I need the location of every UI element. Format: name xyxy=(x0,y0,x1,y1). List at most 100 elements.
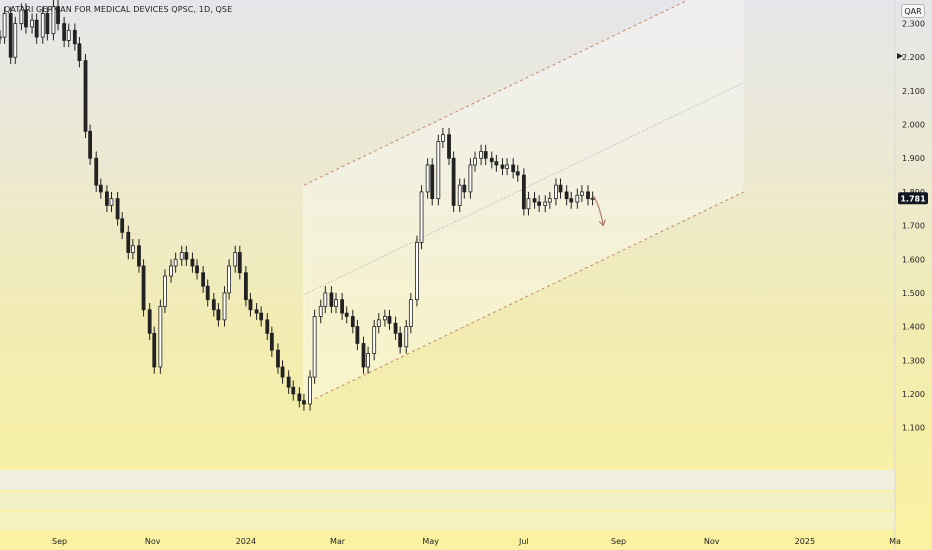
candle-body xyxy=(0,36,2,39)
lower-band-1 xyxy=(0,470,895,490)
candle-body xyxy=(190,258,195,267)
candle-body xyxy=(425,164,430,193)
candle-body xyxy=(243,272,248,301)
candle-body xyxy=(479,151,484,159)
price-series xyxy=(0,0,606,411)
candle-body xyxy=(269,332,274,351)
candle-body xyxy=(291,386,296,395)
candle-body xyxy=(280,366,285,378)
y-tick-label: 2.000 xyxy=(902,121,925,130)
candle-body xyxy=(152,332,157,368)
candle-body xyxy=(120,218,125,233)
candle-body xyxy=(8,13,13,58)
candle-body xyxy=(447,134,451,159)
candle-body xyxy=(404,326,409,348)
candle-body xyxy=(141,265,146,311)
candle-body xyxy=(376,319,381,327)
candle-body xyxy=(147,309,152,334)
candle-body xyxy=(62,23,67,41)
candle-body xyxy=(205,285,210,301)
candle-body xyxy=(558,184,563,193)
candle-body xyxy=(419,191,424,243)
candle-body xyxy=(83,60,88,132)
lower-band-3 xyxy=(0,512,895,530)
candle-body xyxy=(19,9,24,24)
candle-body xyxy=(184,252,189,260)
candle-body xyxy=(537,201,542,206)
y-tick-label: 2.100 xyxy=(902,87,925,96)
x-tick-label: May xyxy=(422,537,439,546)
candle-body xyxy=(554,184,558,200)
y-tick-label: 1.500 xyxy=(902,289,925,298)
candle-body xyxy=(483,151,488,159)
candle-body xyxy=(195,265,199,274)
candle-body xyxy=(30,19,34,28)
candle-body xyxy=(462,184,467,193)
time-axis[interactable]: Sep Nov 2024 Mar May Jul Sep Nov 2025 Ma xyxy=(52,537,901,546)
candle-body xyxy=(564,191,569,200)
x-tick-label: Ma xyxy=(889,537,901,546)
x-tick-label: Sep xyxy=(52,537,67,546)
last-price-tag: 1.781 xyxy=(898,192,928,205)
candle-body xyxy=(398,332,403,348)
candle-body xyxy=(468,164,473,193)
candle-body xyxy=(318,305,323,317)
candle-body xyxy=(393,322,398,334)
chart-title: QATARI GERMAN FOR MEDICAL DEVICES QPSC, … xyxy=(4,5,233,14)
candle-body xyxy=(276,349,280,368)
candle-body xyxy=(40,13,45,38)
y-tick-label: 1.400 xyxy=(902,323,925,332)
candle-body xyxy=(494,161,499,166)
y-tick-label: 2.200 xyxy=(902,53,925,62)
candle-body xyxy=(355,326,360,344)
candle-body xyxy=(366,353,370,368)
candle-body xyxy=(158,305,163,368)
candle-body xyxy=(24,9,28,28)
candle-body xyxy=(227,265,231,294)
candle-body xyxy=(248,299,253,311)
candle-body xyxy=(323,292,328,307)
candle-body xyxy=(350,316,355,327)
candle-body xyxy=(51,6,56,35)
candle-body xyxy=(201,272,206,287)
x-tick-label: 2025 xyxy=(795,537,815,546)
lower-band-2 xyxy=(0,492,895,510)
candle-body xyxy=(430,164,435,200)
y-tick-label: 1.300 xyxy=(902,356,925,365)
candle-body xyxy=(329,292,334,307)
y-tick-label: 1.700 xyxy=(902,222,925,231)
candle-body xyxy=(372,326,377,354)
candle-body xyxy=(308,376,312,405)
candle-body xyxy=(109,198,114,206)
candle-body xyxy=(312,316,317,378)
candle-body xyxy=(237,252,242,274)
candle-body xyxy=(286,376,291,388)
x-tick-label: 2024 xyxy=(236,537,256,546)
candle-body xyxy=(547,198,552,203)
candle-body xyxy=(489,157,494,163)
candle-body xyxy=(382,316,387,321)
candle-body xyxy=(13,23,18,58)
candle-body xyxy=(451,157,456,206)
candle-body xyxy=(169,265,173,277)
candle-body xyxy=(130,245,135,253)
candle-body xyxy=(415,242,419,301)
candle-body xyxy=(590,197,595,200)
candle-body xyxy=(344,312,349,317)
candle-body xyxy=(137,245,141,267)
x-tick-label: Jul xyxy=(518,537,529,546)
currency-badge[interactable]: QAR xyxy=(901,4,925,18)
y-tick-label: 1.900 xyxy=(902,154,925,163)
candle-body xyxy=(515,171,520,176)
candle-body xyxy=(473,157,477,166)
candle-body xyxy=(441,134,445,142)
candle-body xyxy=(88,130,93,159)
candle-body xyxy=(259,312,264,321)
candle-body xyxy=(105,191,109,206)
candle-body xyxy=(233,252,238,267)
y-tick-label: 1.600 xyxy=(902,255,925,264)
candle-body xyxy=(45,13,50,35)
price-axis[interactable]: 2.3002.2002.1002.0001.9001.8001.7001.600… xyxy=(897,20,925,433)
candle-body xyxy=(72,29,77,45)
